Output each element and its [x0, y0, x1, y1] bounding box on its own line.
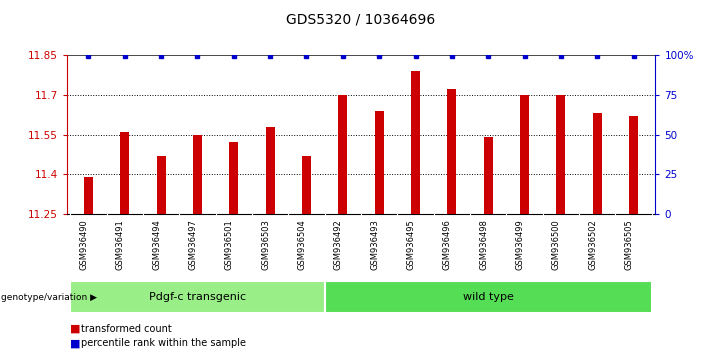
Bar [593, 113, 602, 214]
Text: GSM936499: GSM936499 [515, 219, 524, 270]
Text: GSM936492: GSM936492 [334, 219, 343, 270]
Bar [302, 156, 311, 214]
Text: GSM936491: GSM936491 [116, 219, 125, 270]
Text: GSM936502: GSM936502 [588, 219, 597, 270]
Text: GSM936505: GSM936505 [625, 219, 634, 270]
Bar [193, 135, 202, 214]
Text: ■: ■ [70, 324, 81, 333]
Text: GSM936495: GSM936495 [407, 219, 416, 270]
Text: ■: ■ [70, 338, 81, 348]
Bar [156, 156, 165, 214]
Bar [266, 127, 275, 214]
Bar [411, 71, 420, 214]
Text: GSM936494: GSM936494 [152, 219, 161, 270]
Text: GSM936500: GSM936500 [552, 219, 561, 270]
FancyBboxPatch shape [70, 281, 325, 313]
Bar [484, 137, 493, 214]
Text: wild type: wild type [463, 292, 514, 302]
Text: GSM936498: GSM936498 [479, 219, 488, 270]
Text: GSM936493: GSM936493 [370, 219, 379, 270]
Bar [447, 89, 456, 214]
Text: genotype/variation ▶: genotype/variation ▶ [1, 293, 97, 302]
Text: GSM936501: GSM936501 [225, 219, 234, 270]
Text: percentile rank within the sample: percentile rank within the sample [81, 338, 245, 348]
Text: GSM936504: GSM936504 [297, 219, 306, 270]
Text: GSM936496: GSM936496 [443, 219, 452, 270]
Bar [629, 116, 638, 214]
Bar [120, 132, 129, 214]
Bar [557, 95, 566, 214]
Text: Pdgf-c transgenic: Pdgf-c transgenic [149, 292, 246, 302]
Bar [84, 177, 93, 214]
Text: GSM936490: GSM936490 [79, 219, 88, 270]
Bar [339, 95, 348, 214]
Text: transformed count: transformed count [81, 324, 171, 333]
FancyBboxPatch shape [325, 281, 652, 313]
Text: GSM936497: GSM936497 [189, 219, 198, 270]
Text: GSM936503: GSM936503 [261, 219, 270, 270]
Bar [374, 110, 383, 214]
Bar [520, 95, 529, 214]
Text: GDS5320 / 10364696: GDS5320 / 10364696 [287, 12, 435, 27]
Bar [229, 143, 238, 214]
